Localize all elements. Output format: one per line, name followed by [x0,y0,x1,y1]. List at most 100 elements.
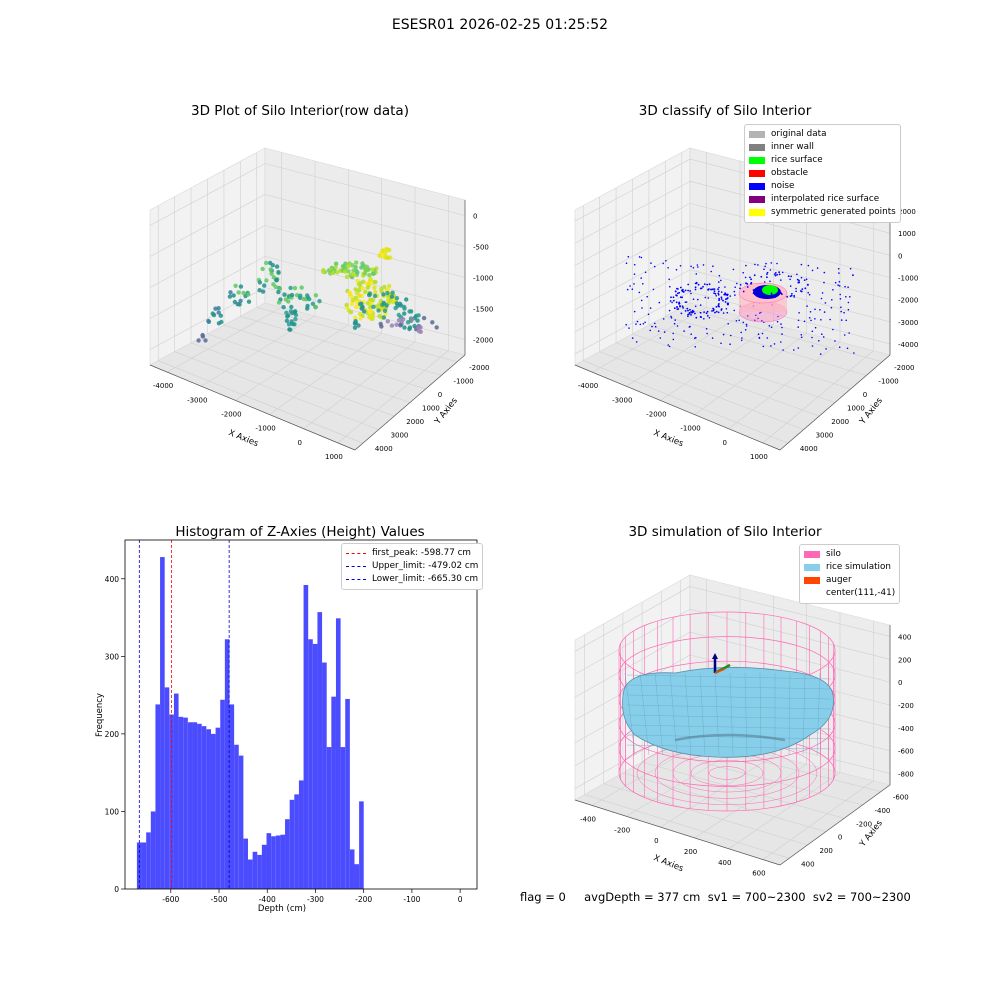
data-point [371,271,376,276]
tick-label: 400 [801,860,814,868]
noise-point [780,323,782,325]
noise-point [742,271,744,274]
noise-point [642,283,644,285]
tick-label: 1000 [898,230,916,238]
noise-point [697,298,699,301]
noise-point [631,337,634,339]
noise-point [629,285,631,287]
data-point [260,289,266,294]
legend-item: rice simulation [804,561,895,574]
histogram-bar [317,612,323,889]
histogram-bar [150,811,156,889]
legend-item: interpolated rice surface [749,193,896,206]
noise-point [675,294,677,296]
noise-point [800,276,803,279]
noise-point [823,271,826,274]
data-point [364,268,369,273]
noise-point [746,286,749,288]
data-point [271,275,276,280]
data-point [354,268,359,274]
noise-point [679,305,681,307]
grid-line [149,256,266,319]
rice-mesh-line [626,694,832,700]
noise-point [796,273,798,276]
noise-point [780,279,782,281]
tick-label: -200 [614,826,630,834]
data-point [350,298,355,303]
noise-point [840,306,842,309]
data-point [368,297,374,302]
histogram-bar [146,832,151,889]
tick-label: -4000 [578,382,598,390]
tick-label: -3000 [612,396,632,404]
grid-line [689,608,891,660]
noise-point [647,313,650,316]
noise-point [793,349,795,351]
rice-mesh-line [626,684,832,690]
rice-mesh-line [626,674,832,680]
histogram-bar [248,859,253,889]
legend-swatch [804,564,820,571]
noise-point [801,288,804,290]
data-point [387,283,392,289]
noise-point [705,312,708,315]
grid-line [149,225,266,288]
tick-label: -1000 [453,377,473,385]
noise-point [638,291,641,294]
noise-point [682,291,685,293]
noise-point [744,329,747,331]
noise-point [712,308,715,311]
data-point [360,279,366,284]
noise-point [678,301,681,304]
noise-point [831,299,833,301]
histogram-bar [243,838,249,889]
data-point [398,323,403,328]
noise-point [640,299,643,302]
noise-point [838,285,841,287]
noise-point [687,309,689,312]
noise-point [713,288,716,290]
data-point [356,323,361,328]
noise-point [633,283,635,285]
legend-swatch [804,551,820,558]
data-point [421,315,427,321]
data-point [287,327,292,332]
data-point [236,290,241,295]
legend-label: center(111,-41) [826,588,896,598]
noise-point [696,264,699,266]
data-point [257,288,262,293]
noise-point [776,273,778,276]
data-point [360,286,365,291]
noise-point [849,296,851,298]
noise-point [715,295,717,297]
rice-mesh-line [639,672,650,756]
noise-point [720,298,723,300]
legend-line [346,566,366,567]
legend-swatch [749,144,765,151]
legend-swatch [749,170,765,177]
grid-line [574,158,691,222]
noise-point [659,337,662,339]
data-point [227,294,233,299]
histogram-bar [261,844,267,889]
noise-point [627,255,630,258]
noise-point [717,293,720,296]
noise-point [639,323,642,326]
noise-point [703,318,705,320]
noise-point [735,320,738,322]
noise-point [730,334,732,337]
legend-item: center(111,-41) [804,587,895,600]
histogram-bar [178,716,184,889]
legend-label: rice simulation [826,562,891,572]
noise-point [811,330,814,333]
data-point [409,317,415,322]
noise-point [641,307,643,309]
legend-item: inner wall [749,141,896,154]
data-point [330,270,336,276]
center-arrow-head [712,653,718,659]
noise-point [718,281,720,283]
noise-point [665,260,667,262]
noise-point [852,274,854,276]
noise-point [724,301,727,303]
axis-line [779,354,891,451]
